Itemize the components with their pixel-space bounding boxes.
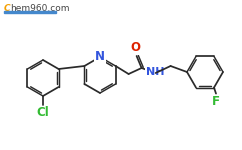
Text: C: C [4, 4, 11, 13]
Text: F: F [212, 95, 220, 108]
Text: N: N [95, 51, 105, 63]
Bar [4, 11, 56, 13]
Text: O: O [131, 41, 141, 54]
Text: NH: NH [146, 67, 165, 77]
Text: hem960.com: hem960.com [10, 4, 69, 13]
Text: Cl: Cl [37, 106, 49, 119]
